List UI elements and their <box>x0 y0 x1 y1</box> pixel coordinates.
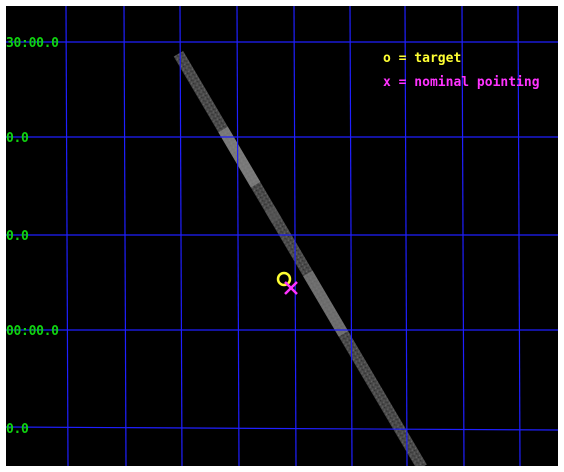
dec-label-4: 00:00.0 <box>6 324 59 339</box>
nominal-pointing-cross-icon[interactable] <box>284 281 298 295</box>
dec-label-1: 30:00.0 <box>6 36 59 51</box>
legend: o = target x = nominal pointing <box>383 47 540 95</box>
legend-nominal-pointing: x = nominal pointing <box>383 75 540 90</box>
slit-strip <box>173 50 427 466</box>
coordinate-grid-dec <box>6 41 558 431</box>
sky-image-viewer[interactable]: 30:00.0 0.0 0.0 00:00.0 0.0 o = target x… <box>6 6 558 466</box>
legend-target: o = target <box>383 51 462 66</box>
target-circle-icon[interactable] <box>276 271 292 287</box>
dec-label-5: 0.0 <box>6 422 29 437</box>
sky-image-canvas <box>6 6 558 466</box>
dec-label-3: 0.0 <box>6 229 29 244</box>
coordinate-grid-ra <box>65 6 521 466</box>
dec-label-2: 0.0 <box>6 131 29 146</box>
